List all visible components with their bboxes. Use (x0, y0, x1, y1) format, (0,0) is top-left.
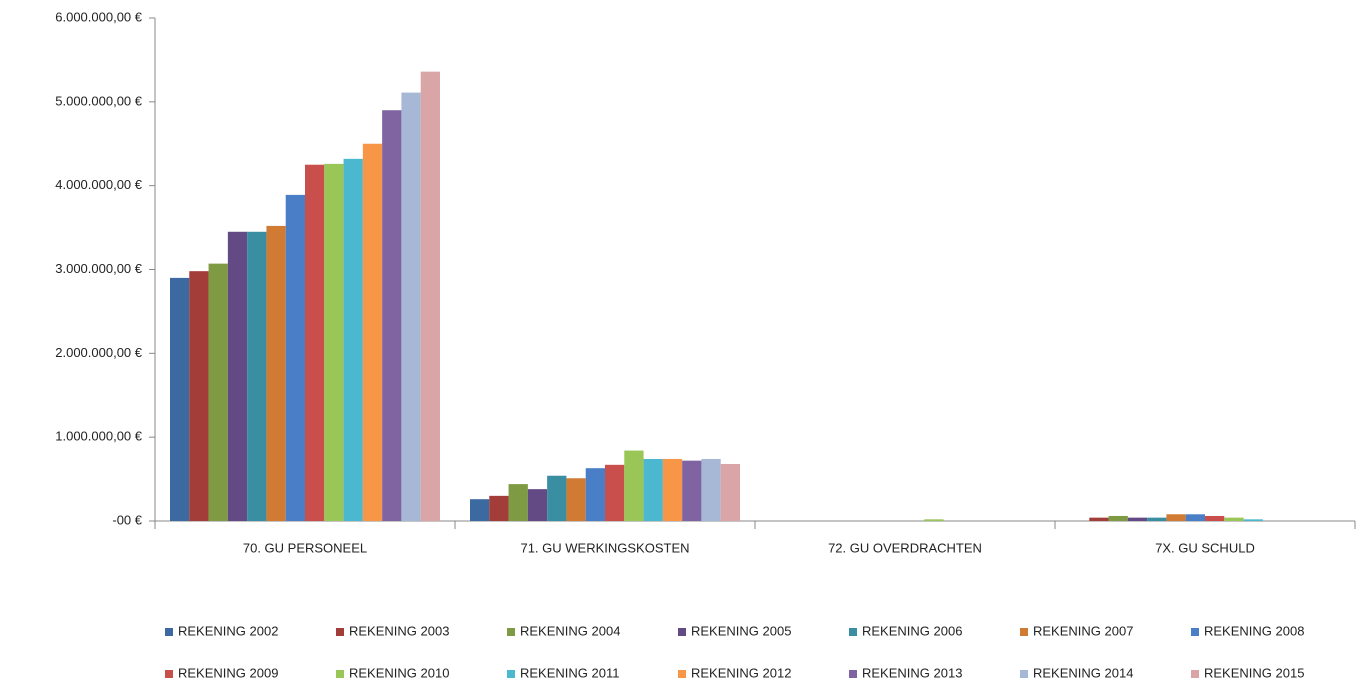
bar (247, 231, 267, 521)
bar (508, 484, 528, 521)
legend-swatch (849, 670, 857, 678)
bar (227, 231, 248, 521)
legend-label: REKENING 2013 (862, 665, 962, 680)
bar (420, 71, 440, 522)
bar (266, 225, 286, 521)
bar (624, 450, 644, 521)
legend-label: REKENING 2015 (1204, 665, 1304, 680)
legend-label: REKENING 2007 (1033, 623, 1133, 638)
legend-swatch (507, 670, 515, 678)
x-tick-label: 72. GU OVERDRACHTEN (828, 540, 982, 555)
bar (1166, 514, 1186, 521)
bar (362, 143, 383, 521)
bar (401, 92, 421, 521)
legend-label: REKENING 2011 (520, 665, 619, 680)
legend-swatch (165, 628, 173, 636)
legend-swatch (849, 628, 857, 636)
legend-label: REKENING 2003 (349, 623, 449, 638)
legend-swatch (336, 670, 344, 678)
bar (343, 158, 363, 521)
x-tick-label: 71. GU WERKINGSKOSTEN (520, 540, 689, 555)
y-tick-label: 4.000.000,00 € (55, 177, 143, 192)
legend-label: REKENING 2009 (178, 665, 278, 680)
legend-label: REKENING 2012 (691, 665, 791, 680)
bar (527, 489, 548, 521)
bar (643, 458, 663, 521)
legend-swatch (507, 628, 515, 636)
bar (382, 110, 402, 521)
legend-label: REKENING 2008 (1204, 623, 1304, 638)
bar (1108, 515, 1128, 521)
y-tick-label: 1.000.000,00 € (55, 429, 143, 444)
bar (470, 499, 490, 521)
bar (189, 271, 209, 521)
legend-swatch (1020, 628, 1028, 636)
bar (170, 277, 190, 521)
legend-swatch (336, 628, 344, 636)
y-tick-label: 6.000.000,00 € (55, 9, 143, 24)
bar (1185, 514, 1205, 521)
legend-swatch (678, 670, 686, 678)
bar (489, 495, 509, 521)
bar (208, 263, 228, 521)
legend-label: REKENING 2006 (862, 623, 962, 638)
legend-swatch (1191, 670, 1199, 678)
bar (285, 194, 305, 521)
bar (924, 519, 944, 521)
bar (566, 478, 586, 521)
y-tick-label: 3.000.000,00 € (55, 261, 143, 276)
x-tick-label: 70. GU PERSONEEL (243, 540, 367, 555)
bar (605, 464, 625, 521)
legend-label: REKENING 2014 (1033, 665, 1133, 680)
bar (305, 164, 325, 522)
legend-swatch (165, 670, 173, 678)
bar (1224, 517, 1244, 521)
legend-swatch (1191, 628, 1199, 636)
legend-label: REKENING 2004 (520, 623, 620, 638)
bar (1243, 519, 1263, 521)
bar (585, 468, 605, 521)
y-tick-label: 5.000.000,00 € (55, 93, 143, 108)
bar (662, 458, 683, 521)
bar (1089, 517, 1109, 521)
bar (1147, 517, 1167, 521)
bar (1127, 517, 1148, 521)
bar (682, 460, 702, 521)
y-tick-label: 2.000.000,00 € (55, 345, 143, 360)
bar (701, 458, 721, 521)
y-tick-label: -00 € (112, 512, 142, 527)
legend-label: REKENING 2002 (178, 623, 278, 638)
legend-swatch (678, 628, 686, 636)
x-tick-label: 7X. GU SCHULD (1155, 540, 1255, 555)
bar (324, 163, 344, 521)
legend-label: REKENING 2010 (349, 665, 449, 680)
bar (720, 463, 740, 521)
bar (547, 475, 567, 521)
bar (1205, 515, 1225, 521)
legend-label: REKENING 2005 (691, 623, 791, 638)
legend-swatch (1020, 670, 1028, 678)
